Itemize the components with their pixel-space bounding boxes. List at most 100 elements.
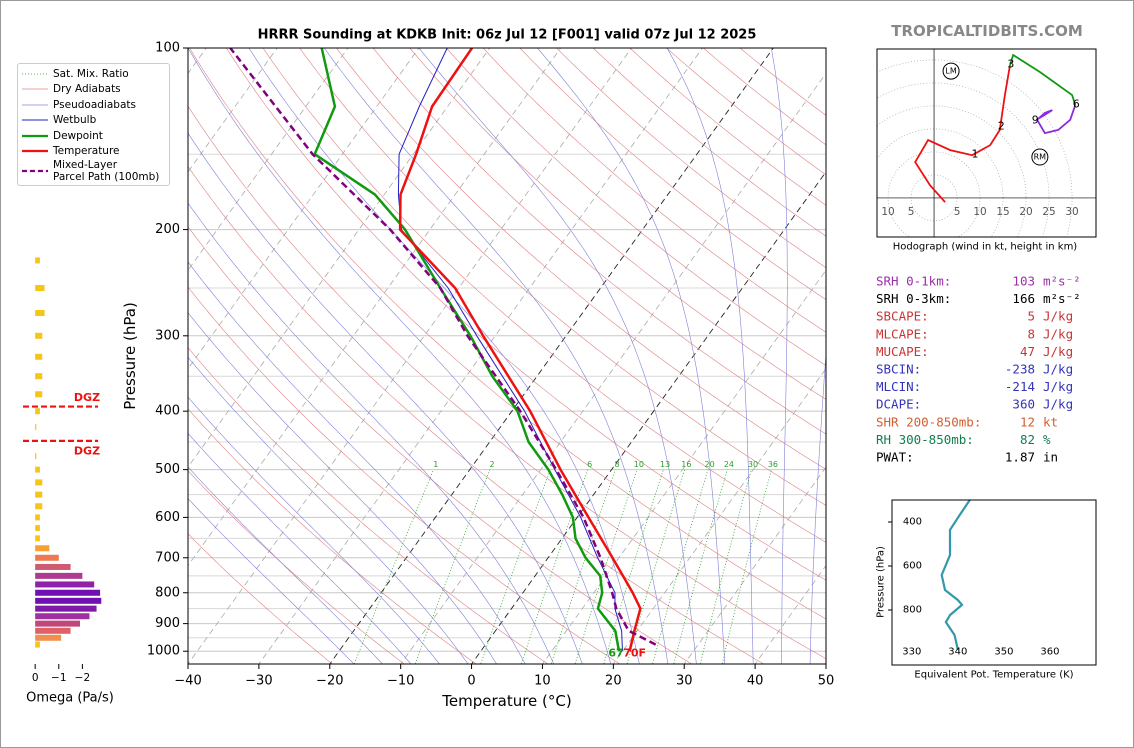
mixing-ratio-label: 10: [634, 460, 644, 469]
height-label: 1: [971, 147, 978, 160]
omega-bar: [35, 285, 45, 292]
omega-tick-label: 0: [32, 672, 39, 684]
profile-line: [313, 48, 621, 652]
dry-adiabat: [188, 105, 826, 660]
surface-temperature-label: 70F: [623, 647, 646, 660]
index-label: MLCAPE:: [876, 326, 929, 341]
mixing-ratio-label: 16: [681, 460, 691, 469]
theta-x-tick-label: 350: [994, 647, 1013, 658]
pseudoadiabat: [188, 432, 412, 664]
index-unit: J/kg: [1043, 326, 1073, 341]
x-tick-label: 50: [818, 674, 835, 689]
dry-adiabat: [189, 48, 826, 620]
dry-adiabat: [299, 48, 826, 506]
dry-adiabat: [188, 347, 549, 664]
pseudoadiabat: [537, 48, 726, 664]
legend-label: Dewpoint: [53, 129, 103, 142]
legend-swatch: [22, 134, 48, 137]
index-value: 1.87: [1005, 450, 1035, 465]
omega-bar: [35, 514, 40, 521]
dry-adiabat: [188, 165, 765, 664]
omega-bar: [35, 589, 101, 596]
index-value: 47: [1020, 344, 1035, 359]
y-tick-label: 200: [155, 222, 180, 237]
y-tick-label: 700: [155, 550, 180, 565]
dry-adiabat: [482, 48, 826, 333]
storm-motion-label: RM: [1034, 153, 1047, 162]
hodo-frame: [876, 48, 1097, 238]
legend-label: Wetbulb: [53, 114, 97, 127]
pseudoadiabat: [188, 466, 383, 664]
dry-adiabat: [188, 226, 693, 664]
mixing-ratio-label: 24: [724, 460, 734, 469]
pseudoadiabat: [248, 48, 640, 664]
y-tick-label: 100: [155, 41, 180, 56]
mixing-ratio-label: 2: [490, 460, 495, 469]
legend-swatch: [22, 150, 48, 153]
omega-bar: [35, 597, 102, 604]
omega-bar: [35, 554, 59, 561]
index-label: MUCAPE:: [876, 344, 929, 359]
legend-entry: Mixed-Layer Parcel Path (100mb): [18, 159, 169, 183]
hodo-tick-label: 25: [1042, 206, 1055, 218]
x-tick-label: 40: [747, 674, 764, 689]
legend-swatch: [22, 104, 48, 106]
hodo-tick-label: 5: [954, 206, 961, 218]
index-label: SBCIN:: [876, 362, 921, 377]
index-value: 8: [1027, 326, 1035, 341]
hodo-tick-label: 20: [1019, 206, 1032, 218]
omega-bar: [35, 641, 40, 648]
mixing-ratio-label: 13: [660, 460, 670, 469]
index-label: SRH 0-1km:: [876, 274, 951, 289]
y-tick-label: 1000: [147, 644, 180, 659]
dry-adiabat: [372, 48, 826, 435]
dry-adiabat: [188, 408, 477, 664]
storm-motion-marker: [1031, 148, 1049, 166]
pseudoadiabat: [188, 132, 583, 664]
index-unit: J/kg: [1043, 379, 1073, 394]
mixing-ratio-line: [699, 469, 752, 664]
index-value: 12: [1020, 414, 1035, 429]
omega-bar: [35, 391, 43, 398]
mixing-ratio-label: 8: [615, 460, 620, 469]
x-tick-label: −30: [245, 674, 272, 689]
pseudoadiabat: [418, 48, 697, 664]
index-label: DCAPE:: [876, 397, 921, 412]
hodograph-line: [1035, 104, 1077, 135]
pseudoadiabat: [809, 349, 826, 664]
mixing-ratio-line: [574, 469, 638, 664]
dry-adiabat: [519, 48, 826, 301]
index-unit: m²s⁻²: [1043, 274, 1081, 289]
dry-adiabat: [262, 48, 826, 543]
theta-e-line: [940, 499, 971, 651]
omega-bar: [35, 453, 37, 460]
index-value: -214: [1005, 379, 1035, 394]
legend-entry: Pseudoadiabats: [18, 97, 169, 113]
x-axis-label: Temperature (°C): [441, 692, 571, 710]
omega-bar: [35, 408, 40, 415]
index-value: 5: [1027, 309, 1035, 324]
index-label: SBCAPE:: [876, 309, 929, 324]
profile-line: [229, 48, 657, 646]
hodo-tick-label: 10: [881, 206, 894, 218]
omega-bar: [35, 627, 71, 634]
legend-swatch: [22, 169, 48, 173]
index-label: RH 300-850mb:: [876, 432, 974, 447]
index-unit: J/kg: [1043, 309, 1073, 324]
mixing-ratio-line: [652, 469, 709, 664]
index-label: SRH 0-3km:: [876, 291, 951, 306]
index-unit: in: [1043, 450, 1058, 465]
x-tick-label: −20: [316, 674, 343, 689]
storm-motion-label: LM: [945, 67, 956, 76]
dry-adiabat: [188, 533, 333, 664]
mixing-ratio-label: 6: [587, 460, 592, 469]
legend-entry: Wetbulb: [18, 113, 169, 129]
omega-bar: [35, 466, 40, 473]
theta-x-tick-label: 340: [948, 647, 967, 658]
legend-label: Temperature: [53, 145, 120, 158]
hodo-tick-label: 10: [973, 206, 986, 218]
index-value: 166: [1012, 291, 1035, 306]
index-label: SHR 200-850mb:: [876, 414, 981, 429]
omega-bar: [35, 332, 43, 339]
legend-swatch: [22, 88, 48, 90]
